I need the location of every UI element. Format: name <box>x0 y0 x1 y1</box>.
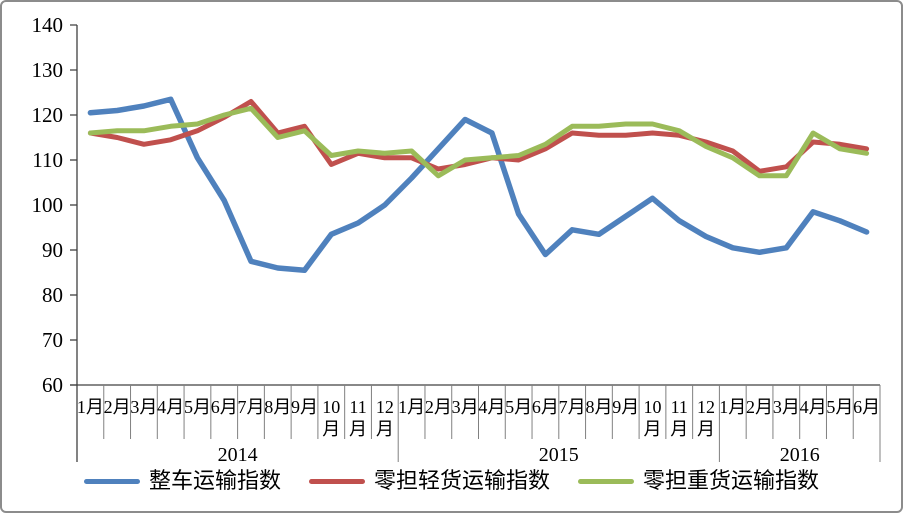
x-axis-month-label: 月 <box>376 419 394 439</box>
legend-item-2: 零担重货运输指数 <box>578 470 819 492</box>
x-axis-month-label: 月 <box>697 419 715 439</box>
y-axis-label: 140 <box>32 13 64 37</box>
x-axis-year-label: 2016 <box>780 444 820 466</box>
x-axis-year-label: 2014 <box>218 444 258 466</box>
x-axis-month-label: 4月 <box>478 397 505 417</box>
x-axis-month-label: 12 <box>376 397 394 417</box>
x-axis-month-label: 月 <box>670 419 688 439</box>
legend: 整车运输指数 零担轻货运输指数 零担重货运输指数 <box>2 470 901 492</box>
x-axis-month-label: 1月 <box>398 397 425 417</box>
y-axis-label: 70 <box>42 328 63 352</box>
x-axis-month-label: 月 <box>643 419 661 439</box>
x-axis-month-label: 12 <box>697 397 715 417</box>
y-axis-label: 100 <box>32 193 64 217</box>
x-axis-month-label: 3月 <box>773 397 800 417</box>
x-axis-month-label: 11 <box>349 397 366 417</box>
x-axis-month-label: 8月 <box>585 397 612 417</box>
x-axis-month-label: 9月 <box>612 397 639 417</box>
x-axis-month-label: 10 <box>643 397 661 417</box>
x-axis-year-label: 2015 <box>539 444 579 466</box>
series-line-2 <box>87 105 870 179</box>
x-axis-month-label: 5月 <box>184 397 211 417</box>
x-axis-month-label: 6月 <box>532 397 559 417</box>
x-axis-month-label: 6月 <box>211 397 238 417</box>
x-axis-month-label: 7月 <box>237 397 264 417</box>
x-axis-month-label: 3月 <box>452 397 479 417</box>
x-axis-month-label: 3月 <box>130 397 157 417</box>
legend-item-1: 零担轻货运输指数 <box>308 468 550 493</box>
legend-label: 整车运输指数 <box>148 468 281 493</box>
x-axis-month-label: 5月 <box>505 397 532 417</box>
x-axis-month-label: 4月 <box>157 397 184 417</box>
legend-label: 零担重货运输指数 <box>643 468 820 493</box>
x-axis-month-label: 7月 <box>559 397 586 417</box>
legend-item-0: 整车运输指数 <box>83 468 281 493</box>
x-axis-month-label: 2月 <box>425 397 452 417</box>
x-axis-month-label: 2月 <box>746 397 773 417</box>
series-line-0 <box>87 96 870 274</box>
y-axis-label: 120 <box>32 103 64 127</box>
x-axis-month-label: 11 <box>671 397 688 417</box>
x-axis-month-label: 1月 <box>77 397 104 417</box>
x-axis-month-label: 月 <box>322 419 340 439</box>
x-axis-month-label: 1月 <box>719 397 746 417</box>
x-axis-month-label: 月 <box>349 419 367 439</box>
x-axis-month-label: 5月 <box>826 397 853 417</box>
y-axis-label: 130 <box>32 58 64 82</box>
y-axis-label: 60 <box>42 373 63 397</box>
legend-label: 零担轻货运输指数 <box>373 468 550 493</box>
y-axis-label: 90 <box>42 238 63 262</box>
x-axis-month-label: 2月 <box>104 397 131 417</box>
y-axis-label: 110 <box>32 148 63 172</box>
x-axis-month-label: 10 <box>322 397 340 417</box>
legend-line-sample <box>83 478 140 484</box>
x-axis-month-label: 8月 <box>264 397 291 417</box>
legend-line-sample <box>308 478 365 484</box>
x-axis-month-label: 4月 <box>800 397 827 417</box>
y-axis-label: 80 <box>42 283 63 307</box>
x-axis-month-label: 9月 <box>291 397 318 417</box>
x-axis-month-label: 6月 <box>853 397 880 417</box>
legend-line-sample <box>578 478 634 484</box>
